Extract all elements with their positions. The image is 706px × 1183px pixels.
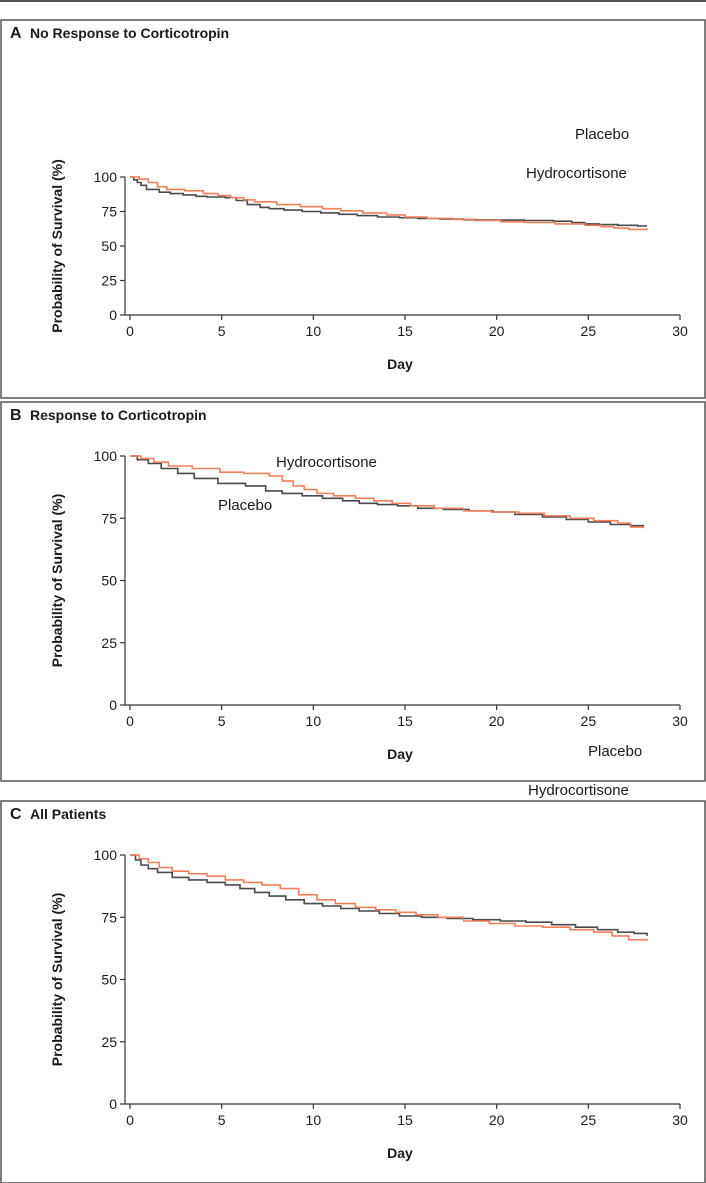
y-tick-label: 25 [101,635,117,651]
x-tick-label: 15 [397,713,413,729]
y-axis-title: Probability of Survival (%) [49,494,65,667]
curve-label-hydrocortisone: Hydrocortisone [276,454,377,471]
y-tick-label: 100 [94,169,118,185]
x-axis-title: Day [387,356,413,372]
y-tick-label: 50 [101,238,117,254]
curve-label-placebo: Placebo [218,497,272,514]
x-tick-label: 30 [672,323,688,339]
y-tick-label: 25 [101,273,117,289]
series-line-hydrocortisone [130,455,645,529]
x-tick-label: 0 [126,323,134,339]
curve-label-placebo: Placebo [575,126,629,143]
x-tick-label: 5 [218,323,226,339]
x-tick-label: 25 [581,1112,597,1128]
x-tick-label: 30 [672,1112,688,1128]
y-tick-label: 75 [101,204,117,220]
x-tick-label: 0 [126,1112,134,1128]
y-axis-title: Probability of Survival (%) [49,159,65,332]
x-tick-label: 10 [306,713,322,729]
y-tick-label: 75 [101,510,117,526]
x-axis-title: Day [387,1145,413,1161]
x-tick-label: 25 [581,323,597,339]
panel-frame [0,19,706,399]
x-tick-label: 15 [397,323,413,339]
series-line-hydrocortisone [130,176,648,231]
panel-title: No Response to Corticotropin [30,25,229,41]
x-tick-label: 20 [489,1112,505,1128]
series-line-placebo [130,455,645,527]
panel-a: A No Response to Corticotropin02550751000… [0,19,706,399]
series-line-placebo [130,854,648,936]
y-tick-label: 0 [109,697,117,713]
panel-letter: C [10,806,22,823]
x-tick-label: 25 [581,713,597,729]
y-axis-title: Probability of Survival (%) [49,893,65,1066]
axes: 0 25 50 75 100 0 5 10 15 20 25 30 [94,448,688,729]
x-tick-label: 10 [306,323,322,339]
curve-label-hydrocortisone: Hydrocortisone [528,782,629,799]
axes: 0 25 50 75 100 0 5 10 15 20 25 30 [94,847,688,1128]
y-tick-label: 75 [101,909,117,925]
y-tick-label: 0 [109,1096,117,1112]
x-tick-label: 5 [218,1112,226,1128]
x-tick-label: 20 [489,323,505,339]
panel-frame [0,401,706,782]
curve-label-placebo: Placebo [588,743,642,760]
panel-title: All Patients [30,806,106,822]
panel-b: B Response to Corticotropin 0 25 50 75 100 0 5 10… [0,401,706,782]
x-tick-label: 5 [218,713,226,729]
y-tick-label: 0 [109,307,117,323]
x-tick-label: 15 [397,1112,413,1128]
panel-letter: B [10,407,22,424]
y-tick-label: 50 [101,972,117,988]
panel-c: C All Patients 0 25 50 75 100 0 5 10 15 20 25 30 Day Pr… [0,743,706,1183]
y-tick-label: 100 [94,448,118,464]
x-tick-label: 0 [126,713,134,729]
y-tick-label: 25 [101,1034,117,1050]
x-tick-label: 10 [306,1112,322,1128]
panel-title: Response to Corticotropin [30,407,207,423]
curve-label-hydrocortisone: Hydrocortisone [526,165,627,182]
x-axis-title: Day [387,746,413,762]
axes: 0 25 50 75 100 0 5 10 15 20 25 30 [94,169,688,339]
y-tick-label: 50 [101,573,117,589]
series-line-hydrocortisone [130,854,648,941]
x-tick-label: 20 [489,713,505,729]
series-line-placebo [130,176,647,227]
x-tick-label: 30 [672,713,688,729]
panel-letter: A [10,25,22,42]
y-tick-label: 100 [94,847,118,863]
panel-frame [0,800,706,1183]
